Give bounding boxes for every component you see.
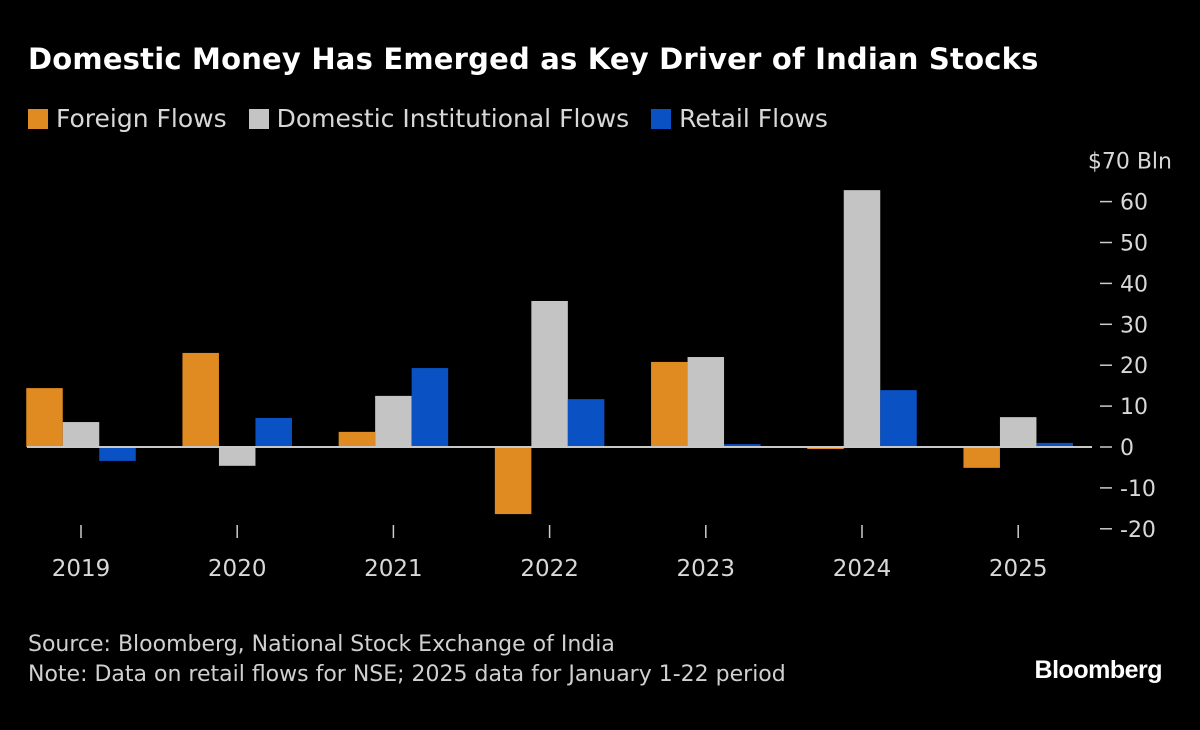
bar-domestic-institutional-flows-2019 (62, 422, 100, 447)
x-tick-label: 2021 (364, 556, 423, 582)
legend-swatch (248, 108, 269, 129)
legend-item: Foreign Flows (28, 104, 227, 133)
y-tick-label: -10 (1120, 477, 1156, 502)
y-tick-label: 60 (1120, 191, 1148, 216)
legend-label: Domestic Institutional Flows (276, 104, 630, 133)
x-tick-label: 2020 (208, 556, 267, 582)
bar-retail-flows-2019 (99, 447, 136, 461)
bar-domestic-institutional-flows-2021 (375, 395, 412, 447)
x-tick-label: 2022 (520, 556, 579, 582)
y-tick-label: 20 (1120, 354, 1148, 379)
legend-swatch (651, 108, 672, 129)
legend-item: Retail Flows (651, 104, 828, 133)
bar-domestic-institutional-flows-2022 (531, 300, 568, 447)
bar-foreign-flows-2024 (807, 447, 844, 450)
bar-retail-flows-2020 (255, 417, 292, 447)
bar-retail-flows-2023 (724, 444, 761, 447)
bar-domestic-institutional-flows-2024 (843, 190, 881, 447)
legend-label: Foreign Flows (56, 104, 227, 133)
footnote: Note: Data on retail flows for NSE; 2025… (28, 662, 786, 687)
y-tick-label: 10 (1120, 395, 1148, 420)
bar-foreign-flows-2025 (963, 447, 1000, 468)
bar-foreign-flows-2019 (26, 388, 63, 447)
bar-retail-flows-2022 (567, 399, 605, 447)
y-tick-label: 0 (1120, 436, 1134, 461)
legend-item: Domestic Institutional Flows (248, 104, 630, 133)
legend: Foreign Flows Domestic Institutional Flow… (28, 104, 828, 133)
x-tick-label: 2019 (52, 556, 111, 582)
source-note: Source: Bloomberg, National Stock Exchan… (28, 632, 615, 657)
bar-retail-flows-2021 (411, 368, 449, 447)
bar-foreign-flows-2020 (182, 352, 219, 447)
bar-domestic-institutional-flows-2023 (687, 357, 725, 447)
bar-retail-flows-2025 (1036, 442, 1073, 447)
y-tick-label: 30 (1120, 313, 1148, 338)
bar-foreign-flows-2022 (494, 447, 532, 515)
y-tick-label: -20 (1120, 518, 1156, 543)
chart-title: Domestic Money Has Emerged as Key Driver… (28, 42, 1039, 76)
x-tick-label: 2023 (677, 556, 736, 582)
x-tick-label: 2025 (989, 556, 1048, 582)
x-tick-label: 2024 (833, 556, 892, 582)
bar-foreign-flows-2021 (338, 431, 376, 447)
bloomberg-logo: Bloomberg (1034, 656, 1163, 684)
y-tick-label: 40 (1120, 272, 1148, 297)
y-axis-top-label: $70 Bln (1088, 150, 1172, 175)
bar-domestic-institutional-flows-2025 (999, 417, 1037, 447)
bar-foreign-flows-2023 (651, 361, 688, 447)
y-tick-label: 50 (1120, 232, 1148, 257)
legend-label: Retail Flows (679, 104, 828, 133)
bar-retail-flows-2024 (880, 390, 917, 447)
legend-swatch (28, 108, 48, 129)
bar-domestic-institutional-flows-2020 (218, 447, 256, 466)
